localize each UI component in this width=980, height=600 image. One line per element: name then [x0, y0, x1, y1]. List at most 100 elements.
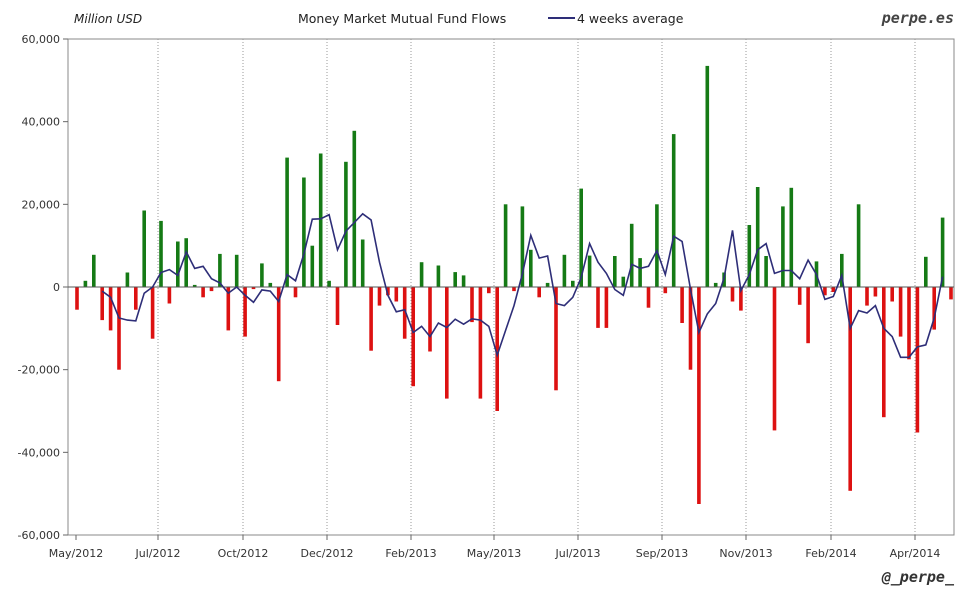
bar	[268, 282, 273, 287]
y-tick-label: 20,000	[22, 198, 61, 211]
bar	[436, 265, 441, 287]
bar	[369, 287, 373, 351]
bar	[655, 204, 659, 287]
bar	[108, 287, 113, 331]
bar	[117, 287, 121, 370]
bar	[554, 287, 558, 391]
bar	[831, 287, 836, 292]
x-tick-label: Nov/2013	[719, 547, 772, 560]
bar	[150, 287, 155, 339]
bar	[713, 282, 718, 287]
bar	[125, 272, 130, 287]
x-tick-label: Jul/2012	[135, 547, 181, 560]
bar	[949, 287, 953, 300]
bar	[327, 280, 331, 287]
bar	[360, 239, 365, 287]
bar	[386, 287, 390, 296]
bar-series	[75, 65, 953, 504]
bar	[924, 256, 928, 287]
bar	[562, 254, 567, 287]
bar	[806, 287, 810, 344]
bar	[529, 249, 533, 287]
bar	[394, 287, 399, 302]
bar	[234, 254, 239, 287]
bar	[940, 217, 945, 287]
bar	[755, 187, 760, 287]
y-tick-label: 0	[53, 281, 60, 294]
bar	[898, 287, 903, 337]
bar	[243, 287, 247, 337]
bar	[377, 287, 382, 306]
bar	[823, 287, 827, 296]
x-tick-label: Oct/2012	[218, 547, 269, 560]
bar	[512, 287, 516, 292]
bar	[428, 287, 432, 352]
x-tick-label: Sep/2013	[636, 547, 688, 560]
bar	[596, 287, 600, 328]
bar	[629, 223, 634, 287]
bar	[218, 253, 222, 287]
bar	[621, 276, 626, 287]
bar	[419, 262, 424, 287]
x-axis-ticks: May/2012 Jul/2012 Oct/2012 Dec/2012 Feb/2013…	[49, 535, 940, 560]
bar	[646, 287, 651, 308]
bar	[310, 245, 315, 287]
bar	[83, 280, 88, 287]
bar	[445, 287, 449, 399]
bar	[781, 206, 785, 287]
bar	[772, 287, 777, 431]
bar	[335, 287, 340, 325]
y-tick-label: -40,000	[18, 446, 60, 459]
bar	[638, 258, 642, 287]
average-line	[101, 212, 944, 359]
bar	[402, 287, 407, 339]
bar	[134, 287, 138, 310]
bar	[159, 220, 163, 287]
bar	[209, 287, 214, 292]
bar	[739, 287, 743, 311]
bar	[226, 287, 231, 331]
bar	[604, 287, 609, 328]
bar	[671, 134, 676, 287]
bar	[579, 188, 583, 287]
bar	[882, 287, 886, 418]
bar	[764, 256, 768, 287]
bar	[293, 287, 298, 298]
bar	[478, 287, 483, 399]
bar	[470, 287, 474, 323]
bar	[167, 287, 172, 304]
bar	[688, 287, 693, 370]
bar	[873, 287, 878, 297]
bar	[318, 153, 323, 287]
bar	[537, 287, 541, 298]
bar	[192, 284, 197, 287]
bar	[495, 287, 499, 411]
bar	[680, 287, 684, 323]
y-tick-label: -60,000	[18, 529, 60, 542]
bar	[411, 287, 415, 387]
bar	[201, 287, 205, 298]
bar	[856, 204, 861, 287]
bar	[453, 272, 457, 287]
y-tick-label: -20,000	[18, 364, 60, 377]
bar	[344, 161, 348, 287]
bar	[545, 282, 550, 287]
bar	[276, 287, 281, 382]
bar	[789, 187, 794, 287]
bar	[907, 287, 911, 360]
x-tick-label: Feb/2014	[805, 547, 856, 560]
y-tick-label: 40,000	[22, 116, 61, 129]
x-tick-label: Dec/2012	[301, 547, 354, 560]
bar	[285, 157, 289, 287]
bar	[251, 287, 256, 290]
legend-label: 4 weeks average	[577, 11, 684, 26]
y-axis-ticks: 60,000 40,000 20,000 0 -20,000 -40,000 -60,000	[18, 33, 68, 542]
bar	[100, 287, 104, 321]
bar	[487, 287, 491, 294]
bar	[184, 238, 188, 287]
bar	[520, 206, 525, 287]
brand-label: perpe.es	[881, 9, 954, 27]
bar	[697, 287, 701, 504]
bar	[932, 287, 936, 330]
